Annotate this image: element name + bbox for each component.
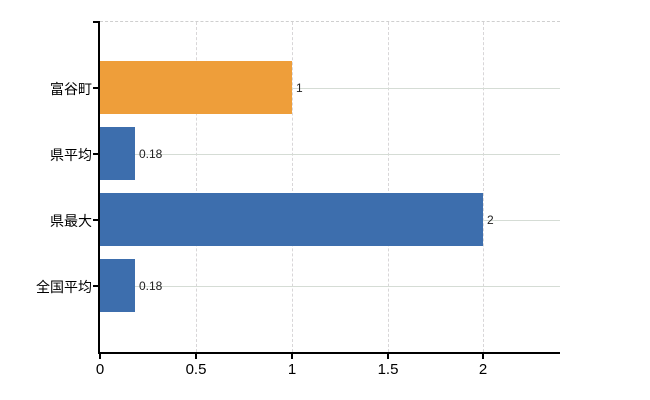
category-label: 富谷町 [50, 81, 92, 97]
value-label: 2 [487, 213, 494, 227]
value-label: 0.18 [139, 279, 163, 293]
gridline-vertical [196, 22, 197, 352]
gridline-horizontal [100, 88, 560, 89]
gridline-horizontal [100, 286, 560, 287]
y-axis-line [98, 22, 100, 354]
y-axis-tick [93, 285, 100, 287]
x-axis-tick [195, 354, 197, 359]
x-axis-line [98, 352, 560, 354]
gridline-vertical [292, 22, 293, 352]
gridline-horizontal [100, 154, 560, 155]
category-label: 県平均 [50, 147, 92, 163]
bar [100, 61, 292, 114]
x-tick-label: 0.5 [185, 361, 207, 378]
gridline-vertical [483, 22, 484, 352]
category-label: 全国平均 [36, 279, 92, 295]
y-axis-tick [93, 87, 100, 89]
y-axis-tick [93, 153, 100, 155]
bar [100, 127, 135, 180]
gridline-vertical [388, 22, 389, 352]
x-tick-label: 0 [95, 361, 105, 378]
bar [100, 259, 135, 312]
x-axis-tick [291, 354, 293, 359]
x-axis-tick [99, 354, 101, 359]
y-axis-tick [93, 21, 100, 23]
plot-top-border [100, 21, 560, 22]
x-axis-tick [387, 354, 389, 359]
category-label: 県最大 [50, 213, 92, 229]
x-tick-label: 1 [287, 361, 297, 378]
value-label: 1 [296, 81, 303, 95]
x-axis-tick [482, 354, 484, 359]
x-tick-label: 2 [478, 361, 488, 378]
bar [100, 193, 483, 246]
y-axis-tick [93, 219, 100, 221]
x-tick-label: 1.5 [377, 361, 399, 378]
value-label: 0.18 [139, 147, 163, 161]
